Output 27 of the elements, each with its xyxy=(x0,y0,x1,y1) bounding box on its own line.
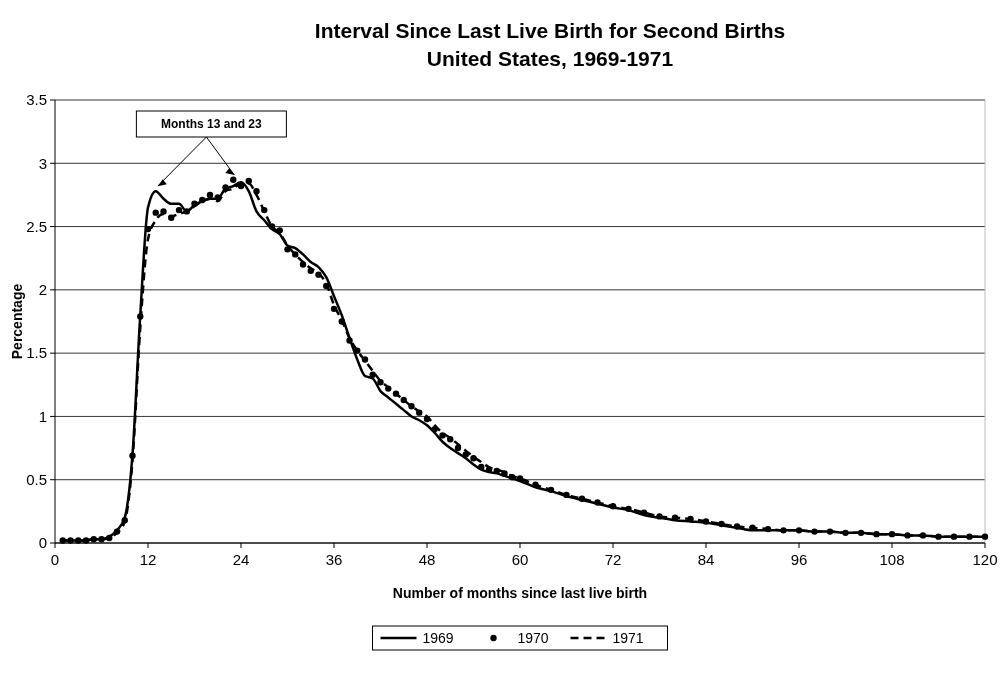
x-tick-label: 72 xyxy=(604,551,622,568)
legend-label: 1970 xyxy=(517,629,549,646)
x-tick-label: 12 xyxy=(139,551,157,568)
x-tick-label: 108 xyxy=(879,551,905,568)
x-tick-label: 48 xyxy=(418,551,436,568)
annotation: Months 13 and 23 xyxy=(161,117,263,132)
y-tick-label: 0 xyxy=(38,534,47,552)
x-tick-label: 24 xyxy=(232,551,250,568)
x-tick-label: 0 xyxy=(50,551,60,568)
chart-subtitle: United States, 1969-1971 xyxy=(426,47,674,70)
x-tick-label: 60 xyxy=(511,551,529,568)
x-tick-label: 36 xyxy=(325,551,343,568)
y-tick-label: 3.5 xyxy=(26,91,47,109)
y-tick-label: 3 xyxy=(38,154,47,172)
chart-title: Interval Since Last Live Birth for Second Births xyxy=(314,19,786,42)
x-tick-label: 96 xyxy=(790,551,808,568)
y-tick-label: 2.5 xyxy=(26,217,47,235)
legend-label: 1971 xyxy=(612,629,644,646)
x-tick-label: 120 xyxy=(972,551,998,568)
x-tick-label: 84 xyxy=(697,551,715,568)
y-tick-label: 1.5 xyxy=(26,344,47,362)
legend-label: 1969 xyxy=(422,629,454,646)
x-axis-title: Number of months since last live birth xyxy=(392,585,648,601)
y-tick-label: 0.5 xyxy=(26,470,47,488)
y-tick-label: 2 xyxy=(38,281,47,299)
y-tick-label: 1 xyxy=(38,407,47,425)
y-axis-title: Percentage xyxy=(9,283,25,360)
